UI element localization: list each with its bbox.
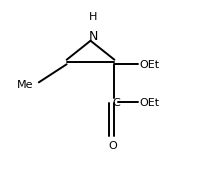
Text: Me: Me <box>17 80 34 90</box>
Text: OEt: OEt <box>139 60 159 70</box>
Text: H: H <box>89 12 98 22</box>
Text: C: C <box>112 98 120 108</box>
Text: O: O <box>108 141 117 151</box>
Text: OEt: OEt <box>139 98 159 108</box>
Text: N: N <box>89 30 98 43</box>
